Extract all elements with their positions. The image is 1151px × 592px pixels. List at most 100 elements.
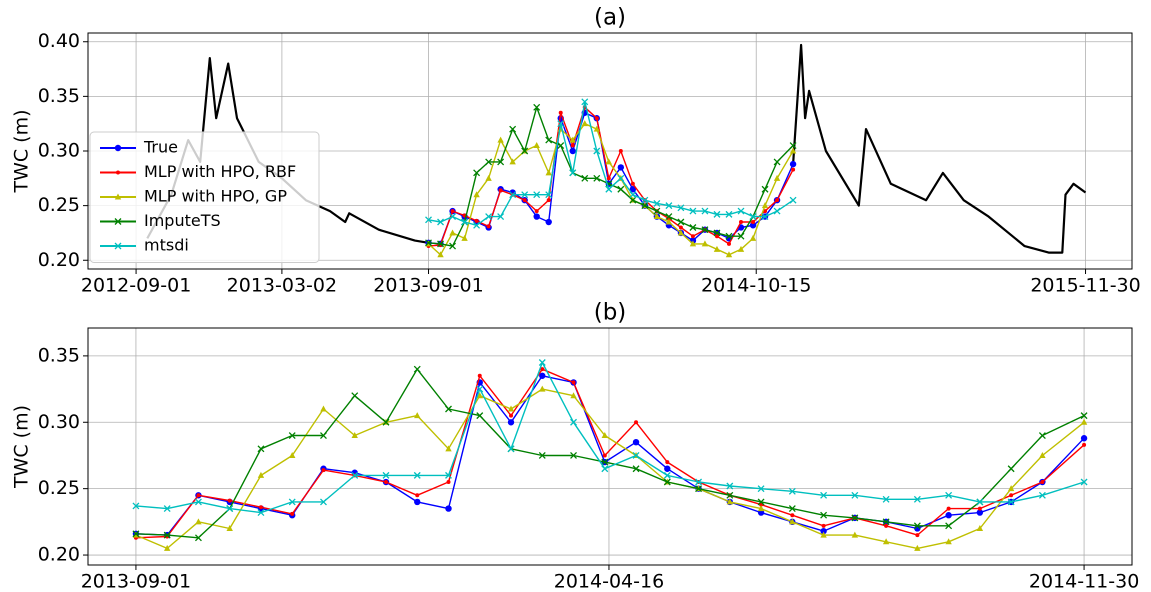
marker [507, 445, 515, 453]
marker [976, 498, 984, 506]
marker [437, 218, 444, 226]
marker [538, 452, 546, 459]
series [133, 367, 1087, 540]
marker [617, 185, 625, 193]
marker [226, 505, 234, 513]
marker [1080, 435, 1088, 442]
marker [695, 485, 703, 493]
marker [761, 185, 769, 193]
series [132, 359, 1088, 517]
marker [194, 498, 202, 506]
marker [790, 513, 795, 518]
marker [1038, 491, 1046, 499]
marker [196, 493, 201, 498]
marker [602, 453, 607, 458]
marker [1080, 418, 1088, 425]
marker [789, 147, 797, 154]
marker [653, 213, 661, 220]
marker [413, 365, 421, 373]
marker [545, 136, 553, 144]
marker [534, 209, 539, 214]
marker [557, 120, 565, 128]
marker [507, 419, 515, 426]
marker [1080, 478, 1088, 486]
marker [533, 103, 541, 111]
axes-frame [87, 32, 1133, 270]
marker [689, 224, 697, 231]
marker [163, 531, 171, 539]
marker [414, 498, 421, 506]
marker [163, 544, 171, 551]
legend-label: True [143, 138, 178, 157]
marker [445, 471, 452, 479]
marker [1039, 451, 1046, 458]
marker [761, 202, 769, 209]
marker [593, 174, 601, 182]
marker [749, 213, 757, 221]
marker [791, 167, 796, 172]
series [425, 109, 797, 248]
marker [569, 169, 577, 177]
marker [461, 234, 468, 241]
marker [594, 116, 599, 121]
marker [725, 251, 733, 258]
marker [1009, 493, 1014, 498]
marker [775, 198, 780, 203]
marker [288, 432, 296, 440]
marker [632, 452, 640, 459]
marker [1040, 480, 1045, 485]
marker [757, 505, 765, 512]
marker [558, 110, 563, 115]
marker [257, 445, 265, 453]
marker [533, 213, 540, 220]
marker [497, 158, 505, 166]
marker [415, 493, 420, 498]
marker [485, 174, 492, 181]
marker [437, 240, 444, 248]
marker [570, 452, 577, 459]
marker [601, 432, 608, 439]
series [425, 98, 797, 229]
y-tick-label: 0.20 [38, 544, 80, 566]
marker [606, 176, 611, 181]
marker [714, 234, 719, 239]
marker [473, 169, 481, 177]
marker [132, 502, 140, 510]
x-tick-label: 2014-10-15 [701, 275, 811, 297]
marker [945, 538, 952, 545]
marker [593, 125, 600, 132]
marker [258, 505, 263, 510]
marker [884, 523, 889, 528]
marker [663, 478, 671, 486]
marker [476, 385, 484, 393]
marker [321, 468, 326, 473]
marker [913, 522, 921, 530]
legend-marker [114, 242, 122, 250]
marker [665, 213, 673, 221]
marker [382, 471, 390, 479]
marker [690, 234, 695, 239]
marker [486, 224, 491, 229]
marker [509, 158, 516, 165]
marker [757, 485, 765, 493]
marker [288, 498, 296, 506]
marker [629, 186, 637, 193]
marker [882, 538, 890, 545]
marker [737, 245, 745, 252]
marker [757, 498, 765, 506]
marker [474, 218, 479, 223]
marker [521, 147, 529, 155]
legend-label: MLP with HPO, RBF [144, 162, 296, 181]
marker [497, 213, 505, 221]
marker [320, 498, 327, 506]
marker [761, 213, 769, 221]
marker [677, 204, 685, 212]
legend-marker [116, 170, 120, 175]
marker [581, 98, 589, 106]
marker [477, 373, 482, 378]
marker [509, 413, 514, 418]
marker [977, 506, 982, 511]
marker [226, 524, 233, 531]
marker [773, 174, 781, 181]
marker [713, 229, 721, 237]
